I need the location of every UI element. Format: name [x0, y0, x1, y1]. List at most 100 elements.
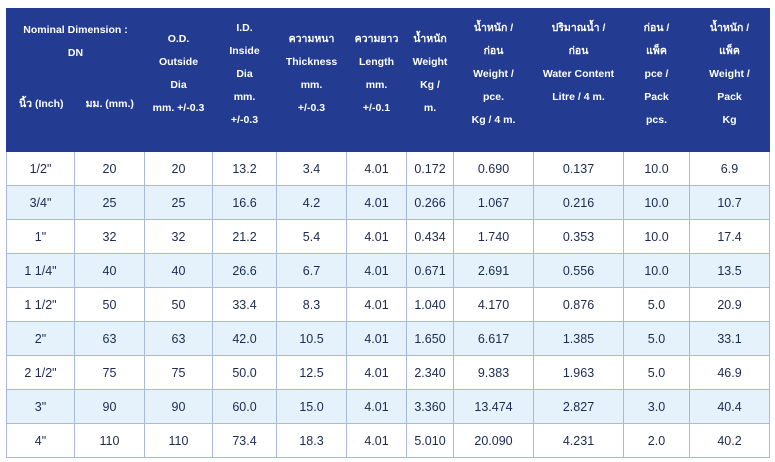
table-row: 1/2" 20 20 13.2 3.4 4.01 0.172 0.690 0.137 10.0 6.… — [6, 151, 770, 186]
header-line: ก่อน — [568, 45, 589, 57]
table-cell: 33.4 — [212, 287, 277, 322]
table-cell: 4" — [6, 423, 75, 458]
header-id: I.D. Inside Dia mm. +/-0.3 — [212, 8, 277, 152]
table-cell: 4.2 — [276, 185, 347, 220]
table-cell: 4.01 — [346, 389, 407, 424]
header-line: Outside — [158, 56, 199, 68]
table-cell: 4.231 — [533, 423, 624, 458]
table-cell: 4.01 — [346, 423, 407, 458]
table-cell: 20.9 — [689, 287, 770, 322]
table-cell: 21.2 — [212, 219, 277, 254]
table-cell: 13.2 — [212, 151, 277, 186]
table-cell: 3.360 — [406, 389, 454, 424]
header-thickness: ความหนา Thickness mm. +/-0.3 — [276, 8, 347, 152]
header-nominal-dimension: Nominal Dimension : DN นิ้ว (Inch) มม. (… — [6, 8, 145, 152]
table-cell: 90 — [144, 389, 213, 424]
header-line: pce / — [644, 68, 669, 80]
table-cell: 40 — [144, 253, 213, 288]
header-line: mm. — [233, 91, 256, 103]
header-line: น้ำหนัก — [413, 33, 447, 45]
table-cell: 25 — [74, 185, 145, 220]
header-line: ก่อน — [483, 45, 504, 57]
table-cell: 13.5 — [689, 253, 770, 288]
table-cell: 5.4 — [276, 219, 347, 254]
header-line: ปริมาณน้ำ / — [551, 22, 606, 34]
table-cell: 20 — [74, 151, 145, 186]
table-cell: 6.9 — [689, 151, 770, 186]
header-line: แพ็ค — [646, 45, 667, 57]
table-cell: 75 — [74, 355, 145, 390]
header-line: Pack — [717, 91, 742, 103]
table-cell: 3" — [6, 389, 75, 424]
table-cell: 4.01 — [346, 151, 407, 186]
pipe-spec-table: Nominal Dimension : DN นิ้ว (Inch) มม. (… — [6, 8, 770, 458]
table-cell: 5.0 — [623, 287, 690, 322]
header-line: Length — [359, 56, 394, 68]
table-cell: 33.1 — [689, 321, 770, 356]
table-cell: 1.040 — [406, 287, 454, 322]
header-line: ก่อน / — [643, 22, 670, 34]
table-cell: 1 1/4" — [6, 253, 75, 288]
table-cell: 20.090 — [453, 423, 534, 458]
table-cell: 0.434 — [406, 219, 454, 254]
table-cell: 50 — [74, 287, 145, 322]
table-cell: 3.4 — [276, 151, 347, 186]
header-line: I.D. — [236, 22, 253, 34]
table-cell: 2.0 — [623, 423, 690, 458]
header-line: Weight — [412, 56, 448, 68]
header-line: ความหนา — [288, 33, 335, 45]
table-row: 1" 32 32 21.2 5.4 4.01 0.434 1.740 0.353 10.0 17.4 — [6, 219, 770, 254]
header-line: น้ำหนัก / — [473, 22, 514, 34]
table-cell: 32 — [74, 219, 145, 254]
table-cell: 1 1/2" — [6, 287, 75, 322]
table-cell: 40.2 — [689, 423, 770, 458]
table-cell: 0.690 — [453, 151, 534, 186]
table-cell: 60.0 — [212, 389, 277, 424]
header-line: แพ็ค — [719, 45, 740, 57]
table-cell: 10.7 — [689, 185, 770, 220]
table-cell: 0.556 — [533, 253, 624, 288]
header-weight: น้ำหนัก Weight Kg / m. — [406, 8, 454, 152]
table-row: 2 1/2" 75 75 50.0 12.5 4.01 2.340 9.383 1.963 5.0… — [6, 355, 770, 390]
header-inch: นิ้ว (Inch) — [18, 98, 64, 110]
table-cell: 0.216 — [533, 185, 624, 220]
table-cell: 32 — [144, 219, 213, 254]
table-cell: 1.385 — [533, 321, 624, 356]
table-cell: 1.067 — [453, 185, 534, 220]
table-cell: 26.6 — [212, 253, 277, 288]
table-cell: 40.4 — [689, 389, 770, 424]
table-cell: 73.4 — [212, 423, 277, 458]
header-line: mm. +/-0.3 — [152, 102, 205, 114]
table-cell: 18.3 — [276, 423, 347, 458]
header-line: Inside — [229, 45, 260, 57]
table-row: 1 1/4" 40 40 26.6 6.7 4.01 0.671 2.691 0.556 10.0… — [6, 253, 770, 288]
table-cell: 46.9 — [689, 355, 770, 390]
table-cell: 1.963 — [533, 355, 624, 390]
table-cell: 40 — [74, 253, 145, 288]
header-line: Kg / 4 m. — [471, 114, 516, 126]
header-line: Water Content — [542, 68, 615, 80]
header-water-content: ปริมาณน้ำ / ก่อน Water Content Litre / 4… — [533, 8, 624, 152]
table-cell: 1.650 — [406, 321, 454, 356]
table-cell: 2.340 — [406, 355, 454, 390]
table-cell: 13.474 — [453, 389, 534, 424]
header-nominal-dn: DN — [67, 47, 84, 59]
header-line: mm. — [365, 79, 388, 91]
header-line: Weight / — [709, 68, 750, 80]
table-cell: 3.0 — [623, 389, 690, 424]
table-cell: 12.5 — [276, 355, 347, 390]
header-line: Kg — [722, 114, 737, 126]
table-cell: 10.0 — [623, 219, 690, 254]
table-cell: 2.827 — [533, 389, 624, 424]
table-cell: 20 — [144, 151, 213, 186]
table-cell: 0.353 — [533, 219, 624, 254]
header-line: Litre / 4 m. — [552, 91, 605, 103]
header-od: O.D. Outside Dia mm. +/-0.3 — [144, 8, 213, 152]
table-cell: 6.7 — [276, 253, 347, 288]
table-cell: 4.170 — [453, 287, 534, 322]
table-cell: 90 — [74, 389, 145, 424]
table-row: 3/4" 25 25 16.6 4.2 4.01 0.266 1.067 0.216 10.0 10… — [6, 185, 770, 220]
header-line: Pack — [644, 91, 669, 103]
header-line: m. — [423, 102, 437, 114]
table-cell: 0.172 — [406, 151, 454, 186]
